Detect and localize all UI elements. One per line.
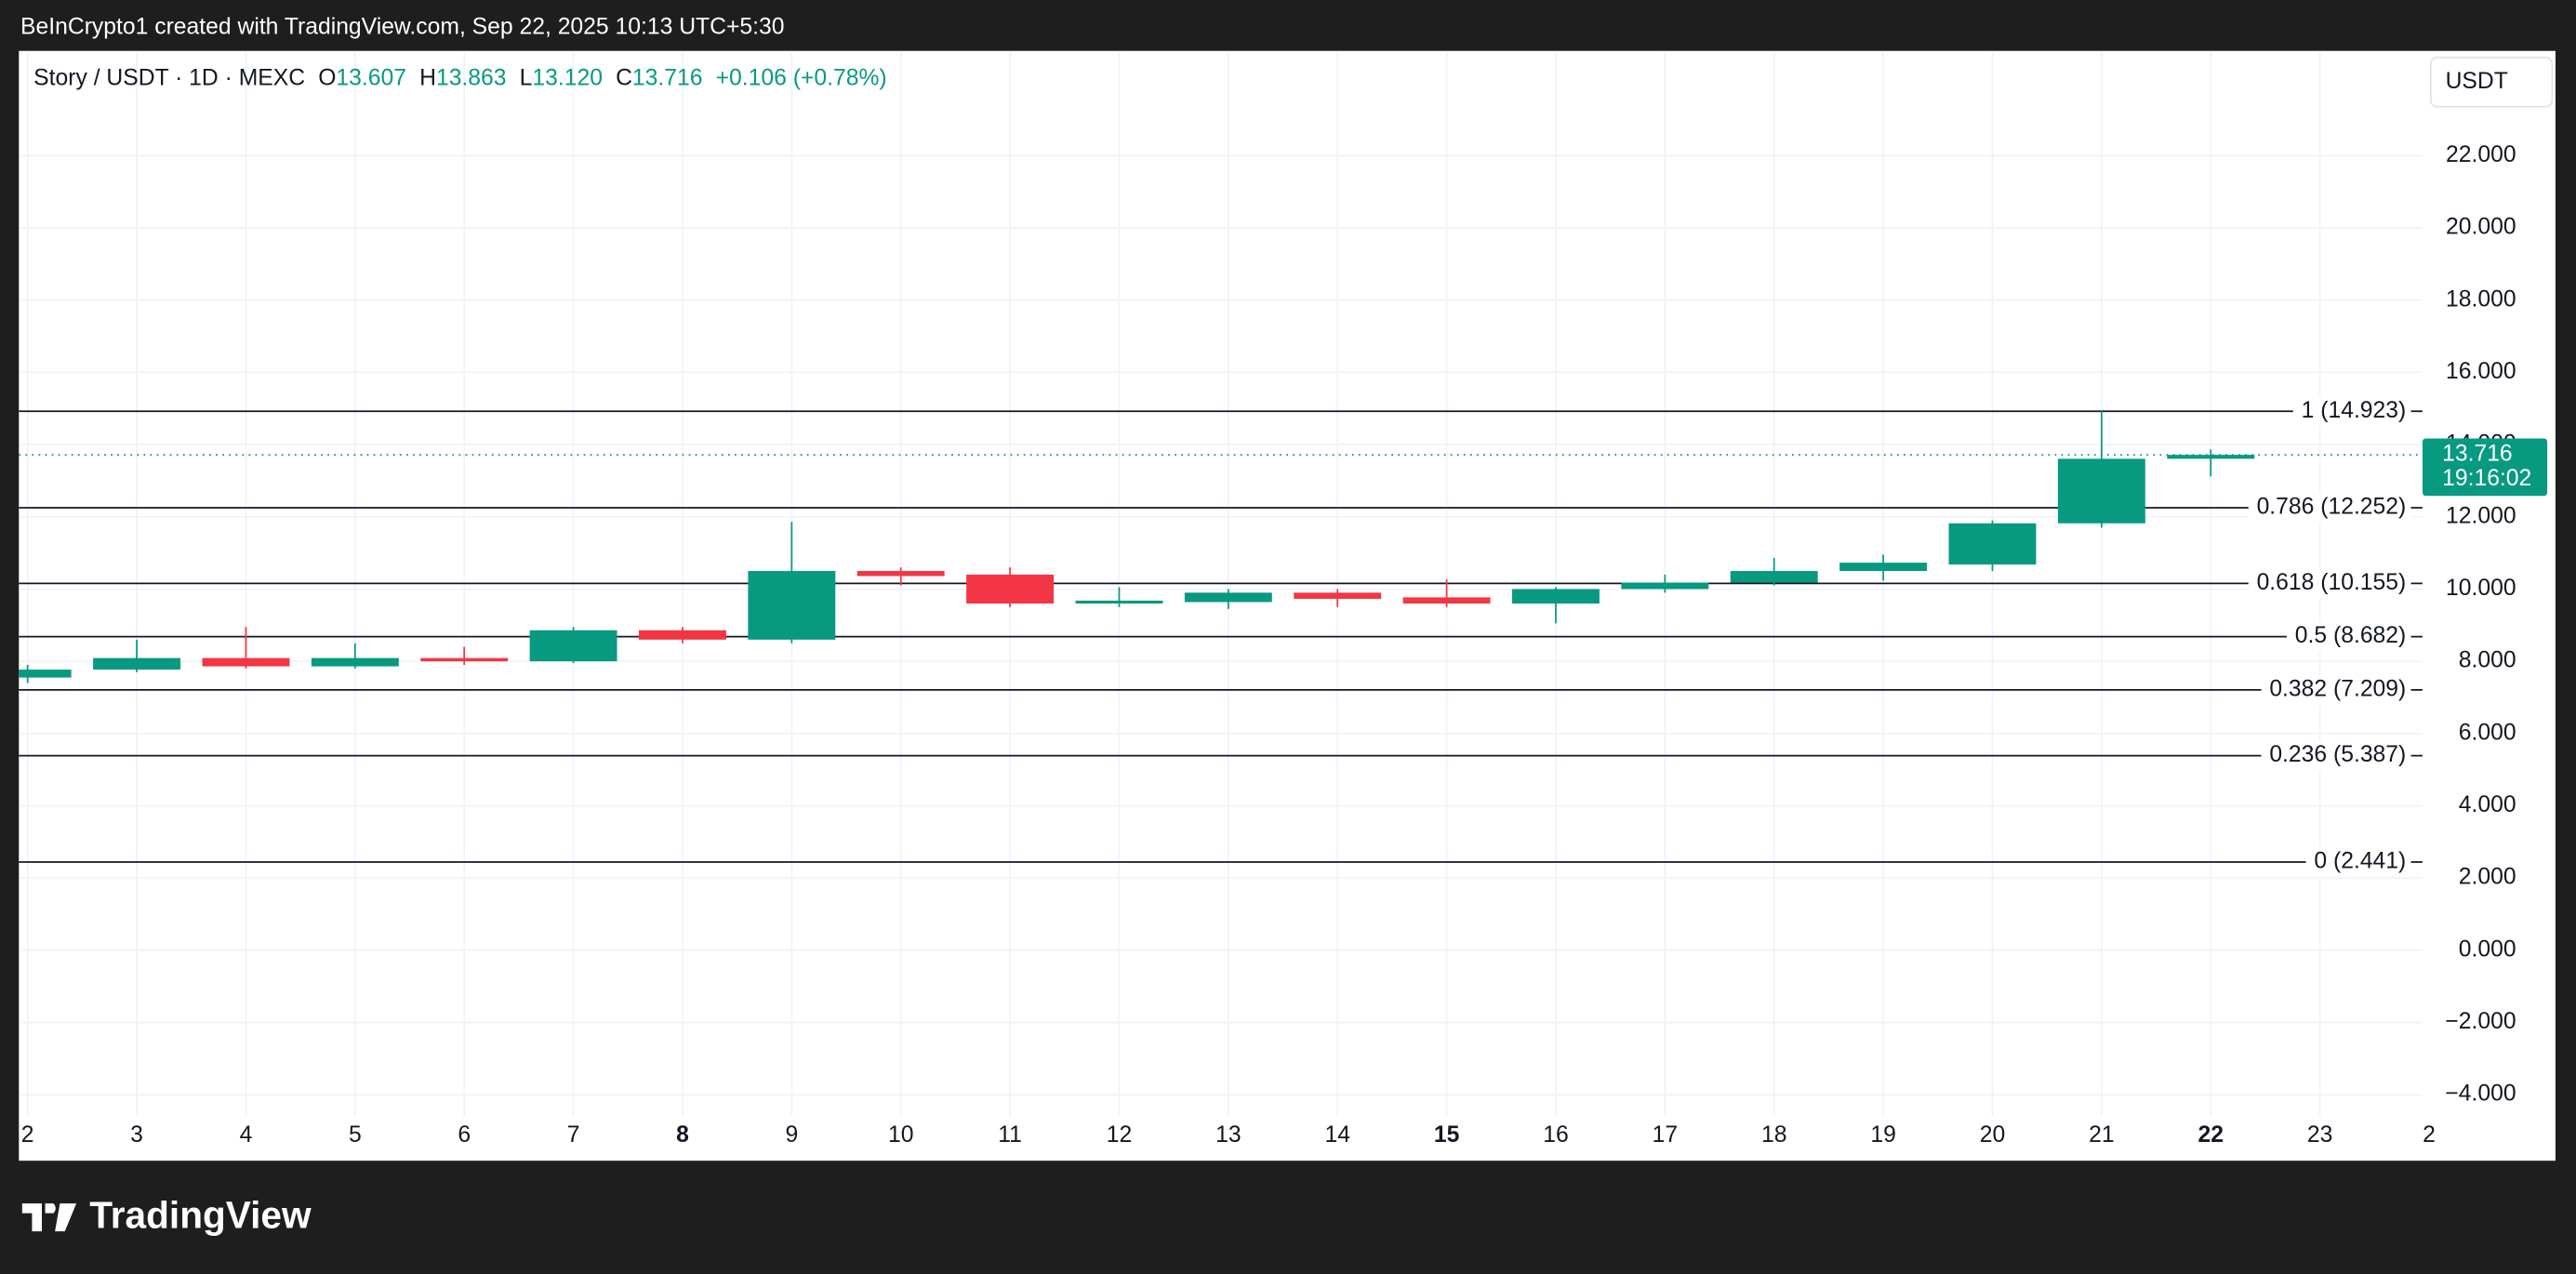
ohlc-key: C [616, 65, 632, 90]
brand-logo: TradingView [21, 1194, 312, 1237]
x-tick-label: 6 [458, 1122, 471, 1148]
symbol-legend: Story / USDT · 1D · MEXC O13.607 H13.863 L1… [33, 65, 886, 90]
x-tick-label: 9 [785, 1122, 798, 1148]
y-tick-label: 8.000 [2459, 648, 2516, 673]
brand-name: TradingView [89, 1194, 312, 1237]
symbol-title: Story / USDT · 1D · MEXC [33, 65, 305, 90]
fib-layer [19, 410, 2423, 863]
fib-level-label: 0 (2.441) [2314, 849, 2406, 874]
ohlc-key: H [419, 65, 436, 90]
candle-layer [19, 411, 2423, 683]
x-tick-label: 7 [567, 1122, 580, 1148]
candle-body [1075, 600, 1163, 604]
ohlc-value: 13.863 [436, 65, 507, 90]
y-tick-label: 0.000 [2459, 936, 2516, 962]
candle-body [1184, 592, 1272, 603]
x-tick-label: 22 [2198, 1122, 2223, 1148]
candle-body [1730, 571, 1818, 583]
fib-label-bg [2305, 847, 2411, 877]
fib-label-bg [2286, 621, 2411, 652]
candle-body [1948, 523, 2037, 565]
ohlc-value: 13.607 [336, 65, 406, 90]
x-tick-label: 20 [1980, 1122, 2005, 1148]
y-tick-label: 10.000 [2446, 576, 2516, 601]
candle-body [1294, 592, 1382, 599]
x-tick-label: 4 [240, 1122, 253, 1148]
chart-panel [19, 50, 2556, 1161]
candle-body [311, 657, 399, 667]
y-tick-label: −4.000 [2445, 1082, 2516, 1107]
candle-body [966, 574, 1055, 604]
currency-button[interactable] [2429, 56, 2554, 108]
fib-level-label: 0.618 (10.155) [2257, 570, 2407, 595]
fib-level-label: 0.786 (12.252) [2257, 495, 2407, 520]
logo-icon [21, 1203, 77, 1232]
y-tick-label: 2.000 [2459, 865, 2516, 890]
y-tick-label: −2.000 [2445, 1009, 2516, 1034]
y-tick-label: 16.000 [2446, 359, 2516, 384]
ohlc-value: 13.716 [632, 65, 703, 90]
price-tag [2422, 438, 2548, 497]
y-tick-label: 20.000 [2446, 215, 2516, 240]
candle-body [2057, 458, 2145, 524]
candle-body [1512, 589, 1600, 604]
fib-level-label: 0.5 (8.682) [2295, 623, 2406, 648]
x-tick-label: 12 [1107, 1122, 1132, 1148]
candle-body [748, 571, 836, 640]
candle-body [1621, 582, 1709, 590]
x-tick-label: 15 [1434, 1122, 1460, 1148]
ohlc-key: L [520, 65, 533, 90]
candle-body [1839, 563, 1928, 572]
fib-label-bg [2248, 568, 2411, 599]
y-tick-label: 6.000 [2459, 720, 2516, 745]
candle-body [420, 657, 509, 662]
fib-label-bg [2261, 740, 2411, 771]
y-tick-label: 22.000 [2446, 142, 2516, 167]
y-tick-label: 12.000 [2446, 503, 2516, 528]
fib-level-label: 1 (14.923) [2302, 398, 2407, 423]
change-value: +0.106 (+0.78%) [716, 65, 887, 90]
candle-body [2167, 455, 2255, 459]
x-tick-label: 23 [2307, 1122, 2332, 1148]
fib-label-bg [2261, 674, 2411, 705]
axis-layer: −4.000 −2.000 0.000 2.000 4.000 6.000 8.000 10.… [21, 142, 2548, 1148]
x-tick-label: 10 [888, 1122, 913, 1148]
candle-body [19, 670, 72, 678]
x-tick-label: 19 [1870, 1122, 1895, 1148]
ohlc-key: O [318, 65, 336, 90]
x-tick-label: 17 [1653, 1122, 1678, 1148]
price-tag-value: 13.716 [2442, 442, 2513, 467]
ohlc-value: 13.120 [532, 65, 603, 90]
fib-label-bg [2292, 396, 2411, 427]
grid-layer [19, 50, 2423, 1117]
x-tick-label: 3 [130, 1122, 143, 1148]
x-tick-label: 21 [2089, 1122, 2114, 1148]
candle-body [529, 630, 617, 662]
x-tick-label: 16 [1543, 1122, 1568, 1148]
candle-body [638, 630, 726, 640]
fib-level-label: 0.236 (5.387) [2269, 742, 2406, 767]
fib-label-bg [2248, 493, 2411, 523]
candle-body [93, 657, 181, 670]
x-tick-label: 2 [21, 1122, 34, 1148]
y-tick-label: 18.000 [2446, 286, 2516, 312]
candle-body [1402, 597, 1491, 604]
x-tick-label: 5 [349, 1122, 362, 1148]
x-tick-label: 14 [1324, 1122, 1350, 1148]
fib-level-label: 0.382 (7.209) [2269, 676, 2406, 701]
candle-body [856, 571, 945, 577]
x-tick-label: 11 [998, 1122, 1022, 1148]
candle-body [202, 657, 290, 667]
price-tag-countdown: 19:16:02 [2442, 466, 2531, 491]
x-tick-label: 8 [676, 1122, 689, 1148]
x-tick-label: 2 [2423, 1122, 2436, 1148]
attribution: BeInCrypto1 created with TradingView.com… [20, 15, 784, 40]
x-tick-label: 18 [1761, 1122, 1786, 1148]
x-tick-label: 13 [1215, 1122, 1241, 1148]
y-tick-label: 4.000 [2459, 792, 2516, 817]
currency-label[interactable]: USDT [2446, 69, 2508, 94]
